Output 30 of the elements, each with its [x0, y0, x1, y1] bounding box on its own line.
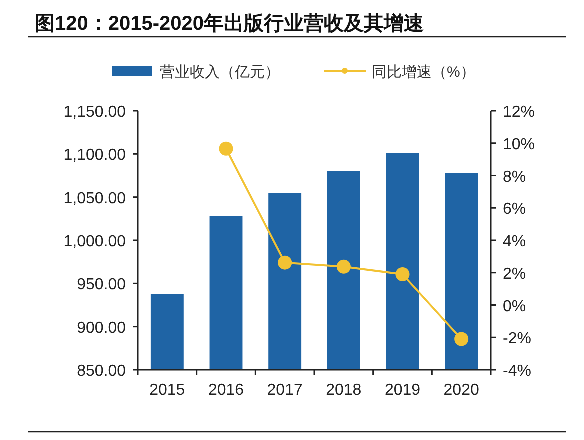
point — [336, 260, 351, 274]
y2-tick-label: 8% — [503, 168, 526, 186]
y-tick-label: 1,050.00 — [64, 190, 126, 208]
legend-label: 同比增速（%） — [372, 64, 476, 81]
y-tick-label: 850.00 — [77, 363, 126, 380]
y-tick-label: 1,000.00 — [64, 234, 126, 250]
x-tick-label: 2017 — [267, 382, 303, 399]
y-tick-label: 900.00 — [77, 320, 126, 337]
point — [396, 267, 410, 282]
y2-tick-label: 12% — [503, 104, 536, 121]
y-tick-label: 1,100.00 — [64, 147, 126, 164]
x-tick-label: 2016 — [208, 382, 244, 399]
y2-tick-label: 0% — [503, 298, 526, 316]
point — [454, 332, 469, 346]
x-tick-label: 2015 — [150, 382, 186, 399]
legend-label: 营业收入（亿元） — [160, 64, 280, 81]
chart-title: 图120：2015-2020年出版行业营收及其增速 — [35, 13, 424, 35]
x-tick-label: 2018 — [326, 382, 362, 399]
x-tick-label: 2019 — [384, 382, 421, 399]
y2-tick-label: 4% — [503, 234, 526, 250]
point — [278, 256, 292, 270]
y-tick-label: 1,150.00 — [64, 104, 126, 121]
y2-tick-label: 10% — [503, 136, 536, 154]
y2-tick-label: -4% — [503, 363, 532, 380]
y-tick-label: 950.00 — [77, 276, 126, 294]
x-tick-label: 2020 — [444, 382, 480, 399]
y2-tick-label: 2% — [503, 266, 526, 283]
y2-tick-label: -2% — [503, 330, 532, 348]
y2-tick-label: 6% — [503, 201, 526, 218]
point — [219, 142, 234, 156]
